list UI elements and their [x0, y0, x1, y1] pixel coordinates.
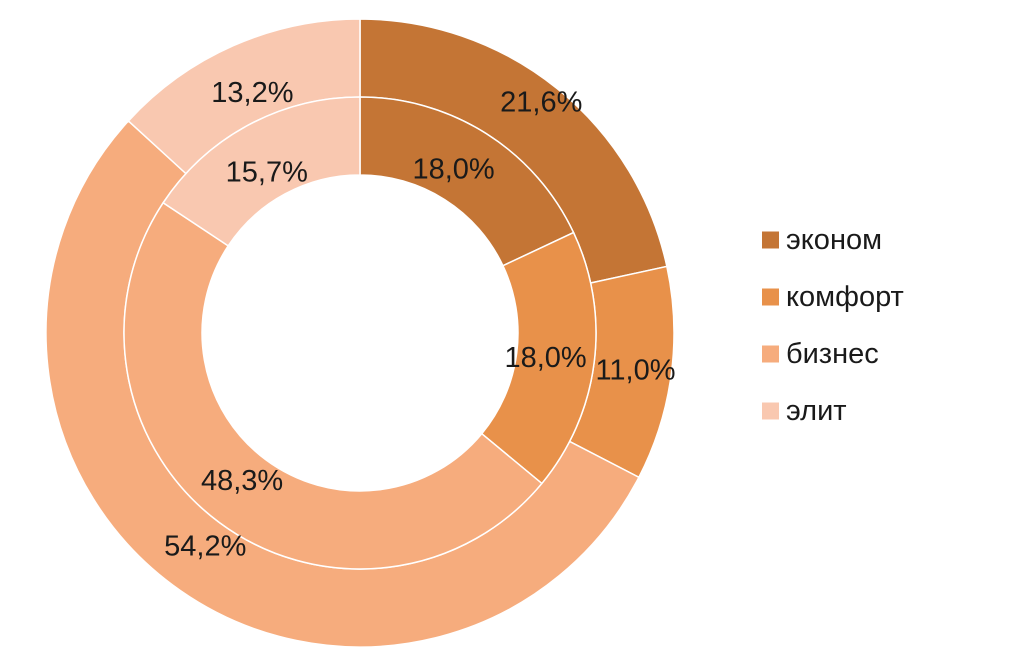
legend-label-1: комфорт	[786, 281, 904, 313]
legend-label-3: элит	[786, 395, 847, 427]
legend-swatch-1	[762, 288, 779, 306]
legend-swatch-3	[762, 402, 779, 420]
inner-label-2: 48,3%	[201, 465, 283, 497]
legend-swatch-2	[762, 345, 779, 363]
inner-ring	[123, 96, 597, 570]
inner-slice-3	[162, 96, 361, 247]
inner-label-1: 18,0%	[504, 342, 586, 374]
outer-label-0: 21,6%	[500, 87, 582, 119]
inner-slice-2	[123, 201, 543, 570]
inner-label-0: 18,0%	[412, 154, 494, 186]
legend: эконом комфорт бизнес элит	[762, 224, 904, 427]
outer-label-3: 13,2%	[211, 77, 293, 109]
outer-label-2: 54,2%	[164, 530, 246, 562]
legend-swatch-0	[762, 231, 779, 249]
inner-label-3: 15,7%	[226, 157, 308, 189]
legend-label-2: бизнес	[786, 338, 879, 370]
data-labels: 21,6% 11,0% 54,2% 13,2% 18,0% 18,0% 48,3% 15,7%	[164, 77, 675, 562]
outer-label-1: 11,0%	[595, 355, 675, 387]
legend-label-0: эконом	[786, 224, 882, 256]
